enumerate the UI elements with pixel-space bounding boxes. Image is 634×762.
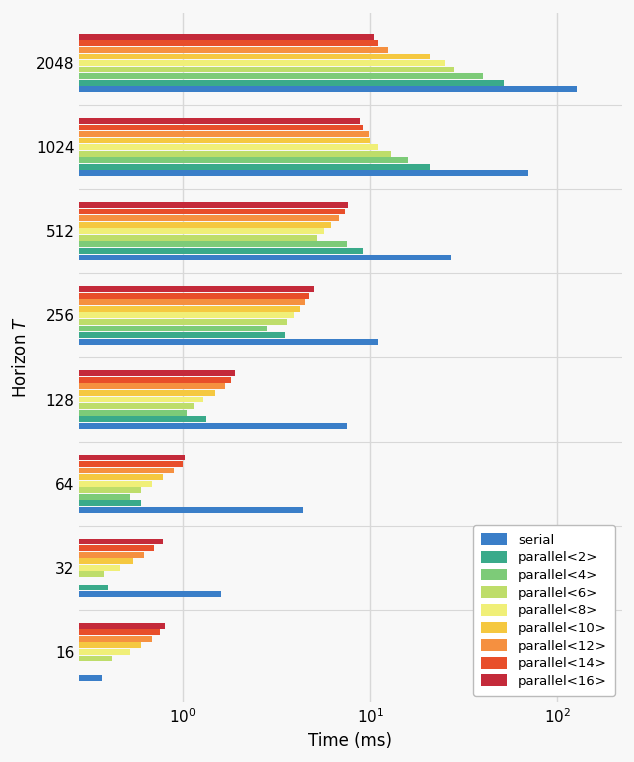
Bar <box>0 494 130 500</box>
Bar <box>0 552 144 558</box>
Bar <box>0 370 235 376</box>
Bar <box>0 461 183 467</box>
Bar <box>0 157 408 163</box>
Bar <box>0 454 184 460</box>
Bar <box>0 572 104 578</box>
Bar <box>0 229 325 234</box>
Bar <box>0 118 359 123</box>
Bar <box>0 649 130 655</box>
Bar <box>0 131 368 137</box>
Bar <box>0 222 332 228</box>
Bar <box>0 675 102 681</box>
Bar <box>0 383 225 389</box>
Bar <box>0 209 344 214</box>
Bar <box>0 171 528 176</box>
Y-axis label: Horizon $T$: Horizon $T$ <box>13 316 30 399</box>
Bar <box>0 34 374 40</box>
Bar <box>0 662 34 668</box>
Bar <box>0 312 294 319</box>
Bar <box>0 53 430 59</box>
Bar <box>0 591 221 597</box>
Bar <box>0 403 194 409</box>
Bar <box>0 40 378 46</box>
Bar <box>0 73 483 79</box>
Bar <box>0 47 388 53</box>
Bar <box>0 319 287 325</box>
Bar <box>0 332 285 338</box>
Bar <box>0 545 154 551</box>
Legend: serial, parallel<2>, parallel<4>, parallel<6>, parallel<8>, parallel<10>, parall: serial, parallel<2>, parallel<4>, parall… <box>473 525 615 696</box>
Bar <box>0 215 339 221</box>
Bar <box>0 164 430 170</box>
Bar <box>0 416 205 422</box>
Bar <box>0 578 79 584</box>
Bar <box>0 299 305 305</box>
Bar <box>0 481 152 486</box>
Bar <box>0 636 152 642</box>
Bar <box>0 86 578 92</box>
Bar <box>0 66 454 72</box>
Bar <box>0 151 391 156</box>
X-axis label: Time (ms): Time (ms) <box>309 732 392 750</box>
Bar <box>0 287 314 292</box>
Bar <box>0 539 163 544</box>
Bar <box>0 255 451 261</box>
Bar <box>0 242 347 247</box>
Bar <box>0 138 370 143</box>
Bar <box>0 468 174 473</box>
Bar <box>0 248 363 254</box>
Bar <box>0 507 304 513</box>
Bar <box>0 60 444 66</box>
Bar <box>0 623 165 629</box>
Bar <box>0 80 504 85</box>
Bar <box>0 306 300 312</box>
Bar <box>0 325 267 331</box>
Bar <box>0 144 378 150</box>
Bar <box>0 642 141 648</box>
Bar <box>0 390 215 395</box>
Bar <box>0 559 133 564</box>
Bar <box>0 339 378 344</box>
Bar <box>0 293 309 299</box>
Bar <box>0 669 52 674</box>
Bar <box>0 584 108 591</box>
Bar <box>0 377 231 383</box>
Bar <box>0 202 348 208</box>
Bar <box>0 488 141 493</box>
Bar <box>0 235 317 241</box>
Bar <box>0 396 203 402</box>
Bar <box>0 629 160 635</box>
Bar <box>0 501 141 506</box>
Bar <box>0 565 120 571</box>
Bar <box>0 423 347 429</box>
Bar <box>0 410 187 415</box>
Bar <box>0 124 363 130</box>
Bar <box>0 655 112 661</box>
Bar <box>0 474 163 480</box>
